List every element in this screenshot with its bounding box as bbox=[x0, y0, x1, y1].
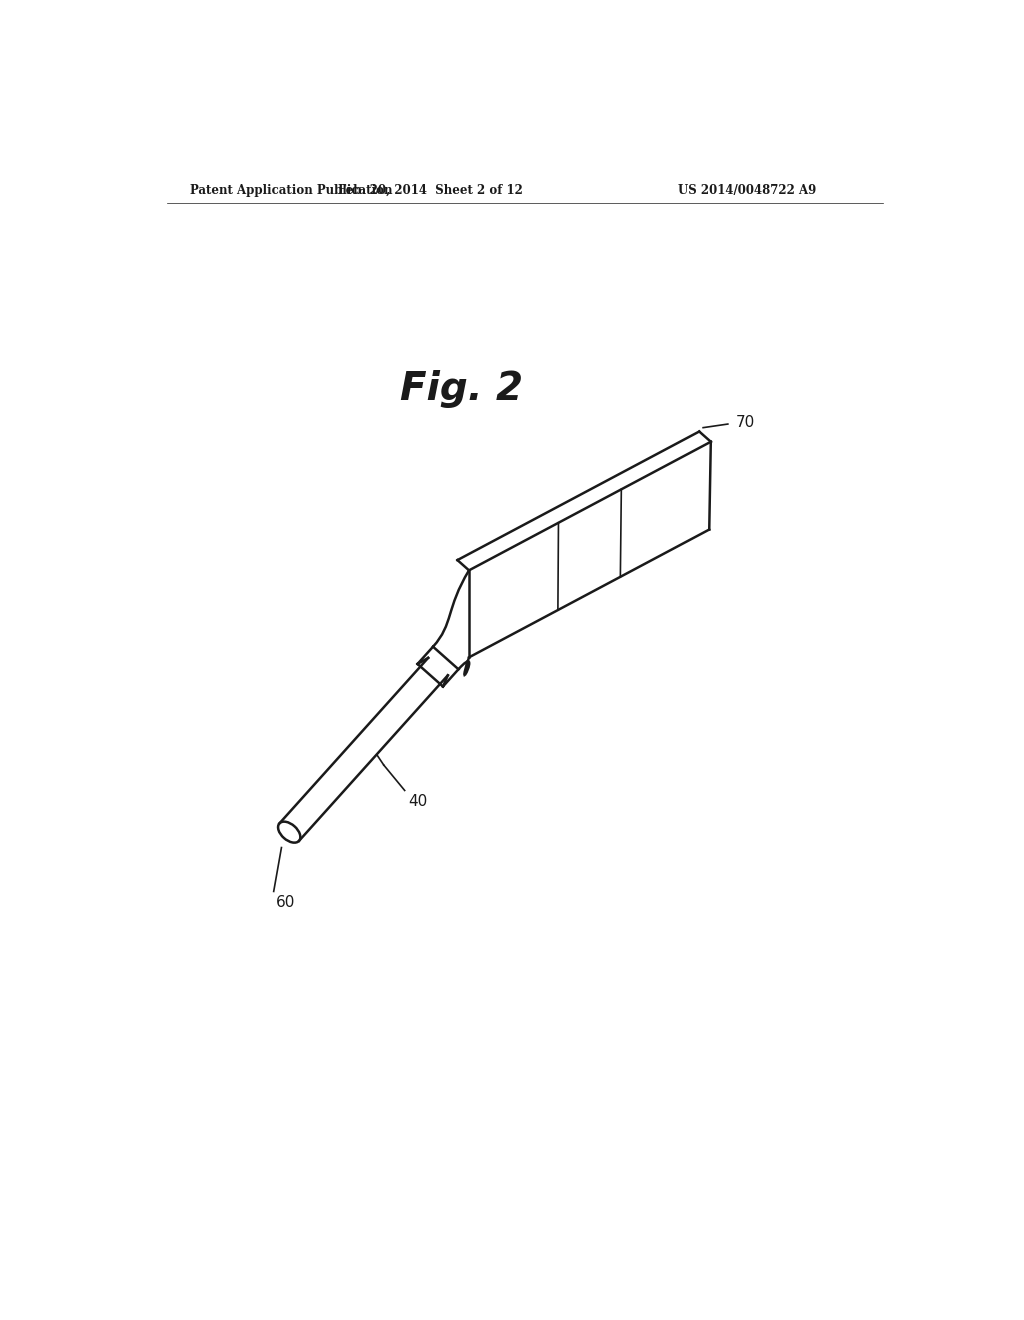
Text: 60: 60 bbox=[276, 895, 295, 911]
Text: 40: 40 bbox=[409, 795, 428, 809]
Text: Feb. 20, 2014  Sheet 2 of 12: Feb. 20, 2014 Sheet 2 of 12 bbox=[338, 185, 522, 197]
Text: Fig. 2: Fig. 2 bbox=[399, 371, 522, 408]
Text: Patent Application Publication: Patent Application Publication bbox=[190, 185, 392, 197]
Text: 70: 70 bbox=[735, 414, 755, 430]
Text: US 2014/0048722 A9: US 2014/0048722 A9 bbox=[678, 185, 816, 197]
